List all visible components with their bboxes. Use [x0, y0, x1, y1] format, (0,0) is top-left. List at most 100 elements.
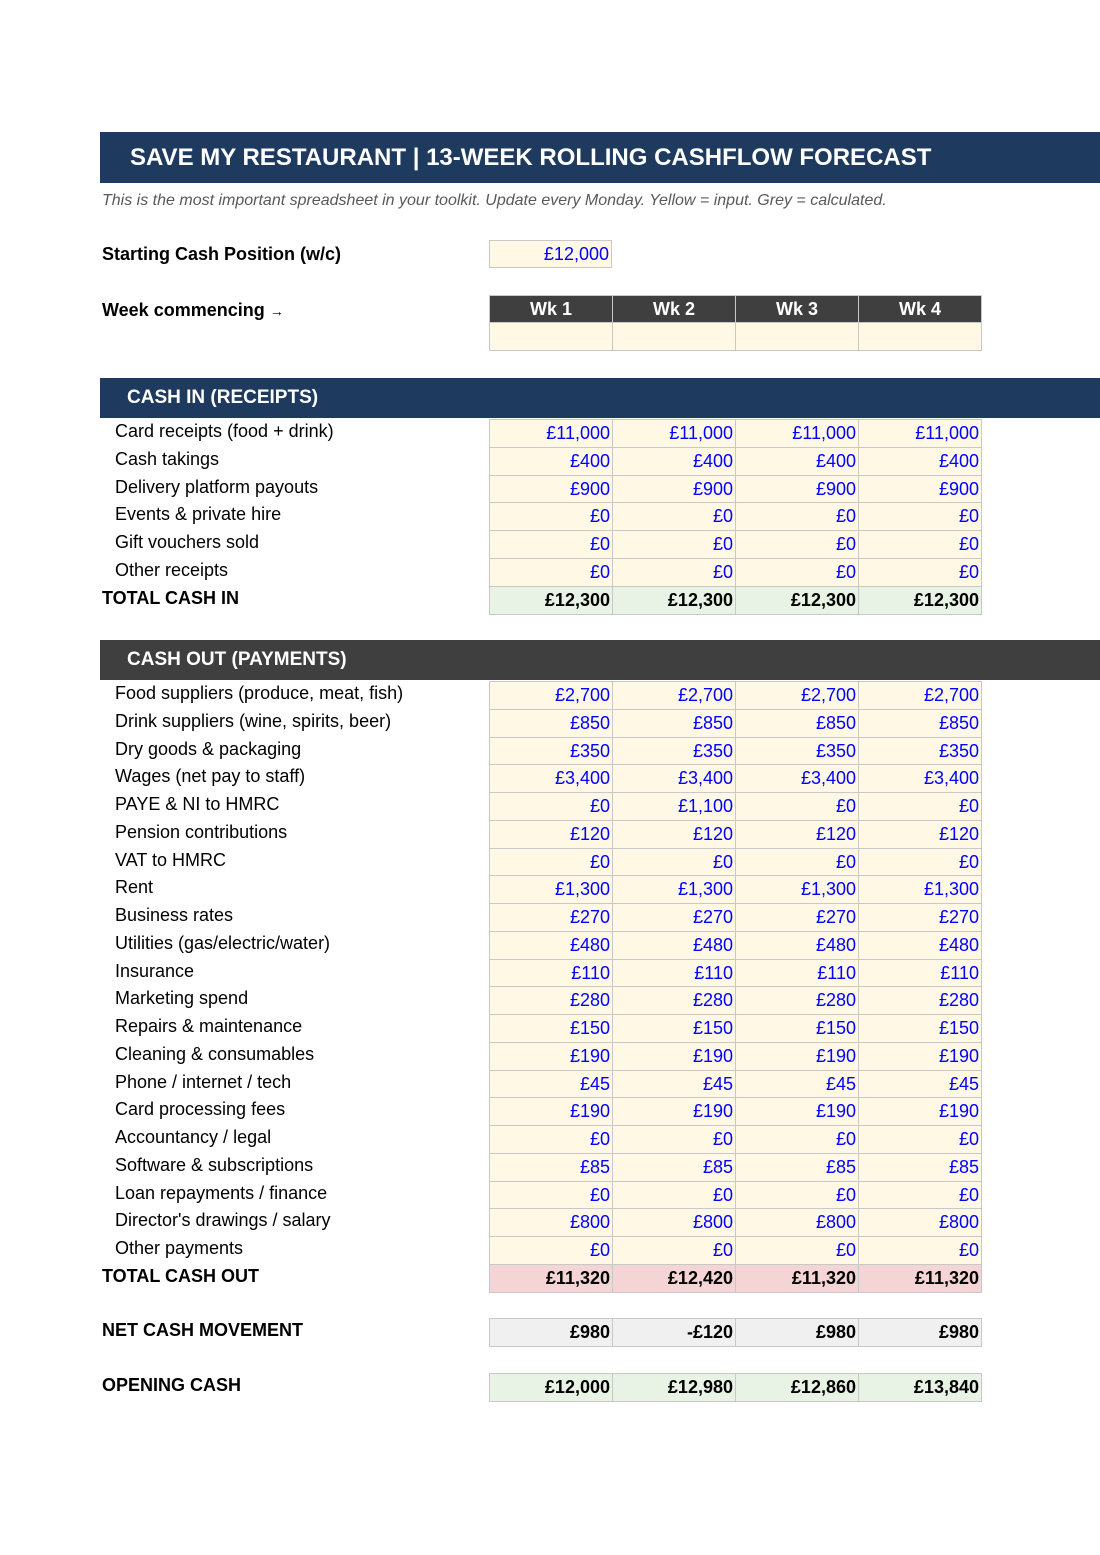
input-cell[interactable]: £900 [858, 474, 982, 504]
input-cell[interactable]: £11,000 [735, 419, 859, 448]
input-cell[interactable]: £150 [735, 1014, 859, 1043]
input-cell[interactable]: £400 [489, 446, 613, 476]
input-cell[interactable]: £0 [612, 847, 736, 877]
input-cell[interactable]: £0 [489, 1236, 613, 1265]
input-cell[interactable]: £120 [858, 819, 982, 849]
input-cell[interactable]: £480 [612, 930, 736, 960]
input-cell[interactable]: £11,000 [858, 419, 982, 448]
input-cell[interactable]: £0 [735, 1236, 859, 1265]
input-cell[interactable]: £270 [735, 903, 859, 932]
input-cell[interactable]: £0 [735, 502, 859, 531]
input-cell[interactable]: £0 [612, 1236, 736, 1265]
input-cell[interactable]: £350 [858, 736, 982, 766]
input-cell[interactable]: £0 [735, 847, 859, 877]
input-cell[interactable]: £1,300 [858, 875, 982, 904]
input-cell[interactable]: £0 [735, 557, 859, 587]
input-cell[interactable]: £3,400 [612, 764, 736, 793]
input-cell[interactable]: £0 [489, 1125, 613, 1154]
input-cell[interactable]: £45 [858, 1069, 982, 1099]
input-cell[interactable]: £85 [858, 1152, 982, 1182]
input-cell[interactable]: £0 [489, 530, 613, 559]
input-cell[interactable]: £0 [735, 530, 859, 559]
input-cell[interactable]: £2,700 [858, 681, 982, 710]
input-cell[interactable]: £190 [858, 1041, 982, 1071]
input-cell[interactable]: £0 [858, 1125, 982, 1154]
input-cell[interactable]: £480 [735, 930, 859, 960]
input-cell[interactable]: £0 [489, 1180, 613, 1210]
input-cell[interactable]: £280 [612, 986, 736, 1015]
week-date-input-1[interactable] [489, 322, 613, 351]
input-cell[interactable]: £110 [858, 958, 982, 988]
input-cell[interactable]: £800 [735, 1208, 859, 1237]
input-cell[interactable]: £0 [612, 1180, 736, 1210]
input-cell[interactable]: £0 [858, 557, 982, 587]
input-cell[interactable]: £270 [858, 903, 982, 932]
input-cell[interactable]: £1,300 [735, 875, 859, 904]
input-cell[interactable]: £1,300 [612, 875, 736, 904]
input-cell[interactable]: £190 [489, 1097, 613, 1126]
input-cell[interactable]: £800 [489, 1208, 613, 1237]
input-cell[interactable]: £280 [489, 986, 613, 1015]
input-cell[interactable]: £0 [612, 557, 736, 587]
input-cell[interactable]: £850 [735, 708, 859, 738]
input-cell[interactable]: £800 [858, 1208, 982, 1237]
input-cell[interactable]: £2,700 [735, 681, 859, 710]
input-cell[interactable]: £85 [612, 1152, 736, 1182]
input-cell[interactable]: £11,000 [489, 419, 613, 448]
input-cell[interactable]: £190 [489, 1041, 613, 1071]
input-cell[interactable]: £280 [735, 986, 859, 1015]
input-cell[interactable]: £190 [612, 1097, 736, 1126]
input-cell[interactable]: £190 [858, 1097, 982, 1126]
input-cell[interactable]: £480 [489, 930, 613, 960]
input-cell[interactable]: £85 [489, 1152, 613, 1182]
input-cell[interactable]: £120 [612, 819, 736, 849]
input-cell[interactable]: £45 [489, 1069, 613, 1099]
input-cell[interactable]: £190 [735, 1097, 859, 1126]
input-cell[interactable]: £0 [735, 1180, 859, 1210]
input-cell[interactable]: £900 [735, 474, 859, 504]
input-cell[interactable]: £11,000 [612, 419, 736, 448]
input-cell[interactable]: £0 [489, 847, 613, 877]
input-cell[interactable]: £350 [735, 736, 859, 766]
input-cell[interactable]: £85 [735, 1152, 859, 1182]
input-cell[interactable]: £0 [489, 557, 613, 587]
input-cell[interactable]: £0 [858, 502, 982, 531]
input-cell[interactable]: £45 [612, 1069, 736, 1099]
input-cell[interactable]: £2,700 [612, 681, 736, 710]
input-cell[interactable]: £2,700 [489, 681, 613, 710]
input-cell[interactable]: £850 [489, 708, 613, 738]
input-cell[interactable]: £3,400 [858, 764, 982, 793]
input-cell[interactable]: £350 [612, 736, 736, 766]
input-cell[interactable]: £0 [858, 1236, 982, 1265]
input-cell[interactable]: £110 [735, 958, 859, 988]
input-cell[interactable]: £800 [612, 1208, 736, 1237]
input-cell[interactable]: £120 [489, 819, 613, 849]
input-cell[interactable]: £400 [858, 446, 982, 476]
input-cell[interactable]: £0 [489, 502, 613, 531]
input-cell[interactable]: £350 [489, 736, 613, 766]
input-cell[interactable]: £850 [858, 708, 982, 738]
input-cell[interactable]: £150 [858, 1014, 982, 1043]
input-cell[interactable]: £110 [489, 958, 613, 988]
input-cell[interactable]: £850 [612, 708, 736, 738]
input-cell[interactable]: £3,400 [735, 764, 859, 793]
week-date-input-4[interactable] [858, 322, 982, 351]
input-cell[interactable]: £0 [735, 1125, 859, 1154]
input-cell[interactable]: £0 [612, 1125, 736, 1154]
input-cell[interactable]: £400 [612, 446, 736, 476]
input-cell[interactable]: £400 [735, 446, 859, 476]
input-cell[interactable]: £0 [858, 1180, 982, 1210]
input-cell[interactable]: £0 [858, 847, 982, 877]
starting-cash-input[interactable]: £12,000 [489, 240, 612, 268]
input-cell[interactable]: £0 [858, 792, 982, 821]
input-cell[interactable]: £120 [735, 819, 859, 849]
input-cell[interactable]: £900 [489, 474, 613, 504]
input-cell[interactable]: £190 [735, 1041, 859, 1071]
input-cell[interactable]: £0 [858, 530, 982, 559]
input-cell[interactable]: £280 [858, 986, 982, 1015]
input-cell[interactable]: £270 [612, 903, 736, 932]
input-cell[interactable]: £1,100 [612, 792, 736, 821]
input-cell[interactable]: £0 [612, 502, 736, 531]
input-cell[interactable]: £0 [735, 792, 859, 821]
input-cell[interactable]: £0 [489, 792, 613, 821]
